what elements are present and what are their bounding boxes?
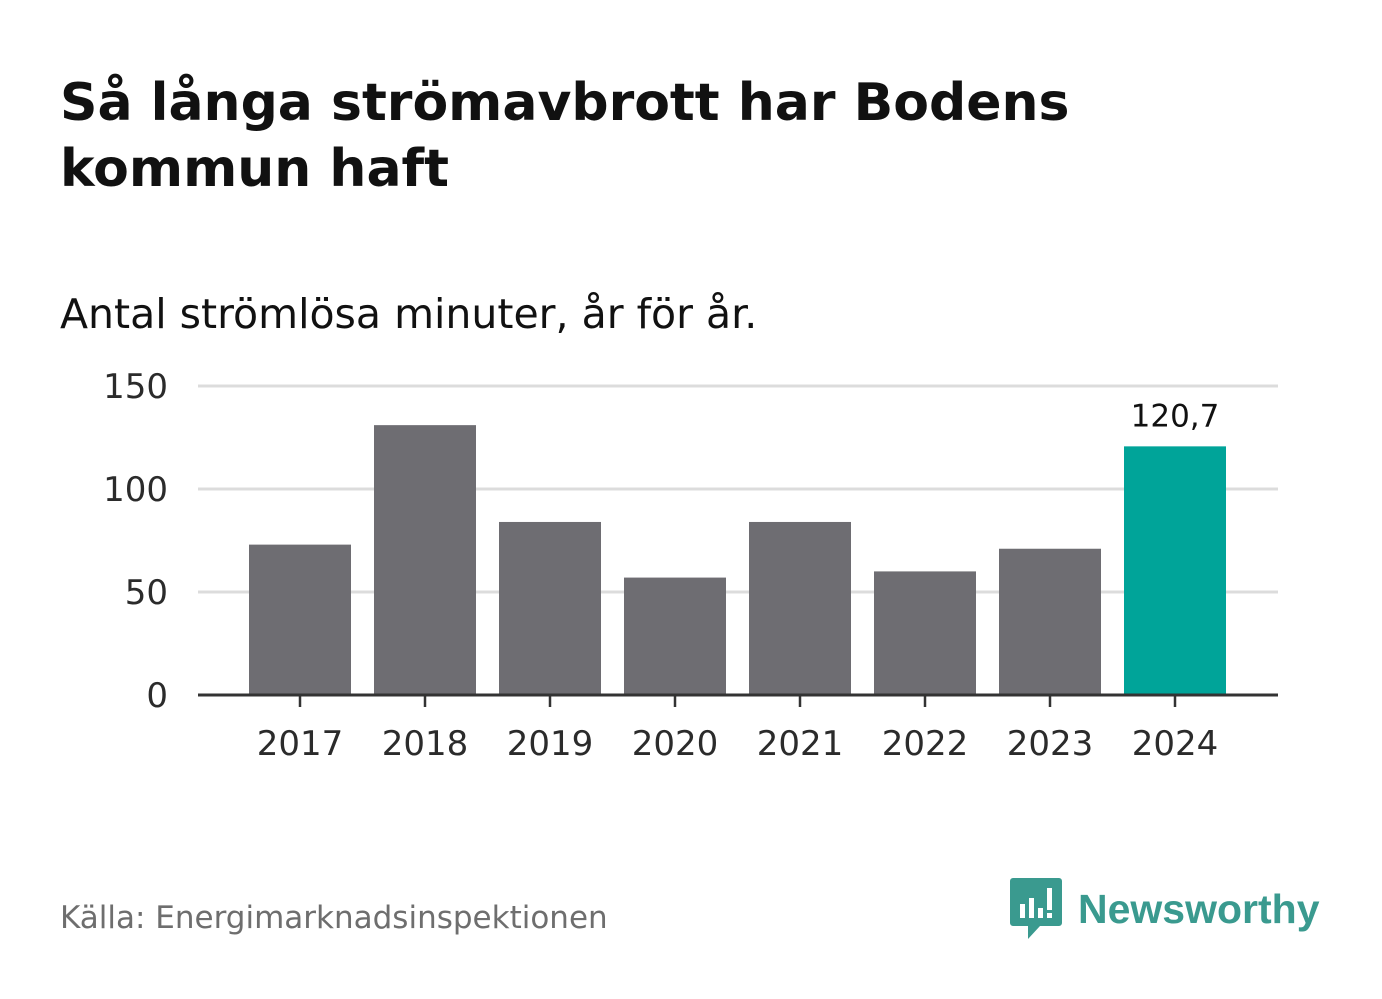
bar-2023 [999, 548, 1101, 695]
y-tick-label: 0 [146, 676, 168, 716]
x-tick-label: 2018 [382, 724, 469, 764]
newsworthy-logo-icon [1010, 878, 1062, 939]
x-tick-label: 2024 [1132, 724, 1219, 764]
y-tick-label: 50 [125, 573, 168, 613]
x-tick-label: 2023 [1007, 724, 1094, 764]
x-tick-label: 2021 [757, 724, 844, 764]
logo-wordmark: Newsworthy [1078, 886, 1320, 932]
chart-title: Så långa strömavbrott har Bodens kommun … [60, 73, 1070, 199]
gridlines [198, 384, 1278, 594]
source-note: Källa: Energimarknadsinspektionen [60, 900, 608, 936]
y-axis-ticks: 0 50 100 150 [103, 367, 168, 716]
bar-2017 [249, 544, 351, 695]
newsworthy-logo: Newsworthy [1010, 878, 1320, 940]
x-axis-ticks: 2017 2018 2019 2020 2021 2022 2023 2024 [257, 695, 1219, 764]
bar-2022 [874, 571, 976, 695]
bar-2021 [749, 521, 851, 695]
x-tick-label: 2020 [632, 724, 719, 764]
chart-subtitle: Antal strömlösa minuter, år för år. [60, 290, 758, 338]
bar-2019 [499, 521, 601, 695]
bar-2020 [624, 577, 726, 695]
x-tick-label: 2019 [507, 724, 594, 764]
bar-2018 [374, 425, 476, 695]
y-tick-label: 150 [103, 367, 168, 407]
data-labels: 120,7 [1131, 398, 1220, 434]
bar-2024 [1124, 446, 1226, 695]
bars [249, 425, 1226, 695]
x-tick-label: 2017 [257, 724, 344, 764]
x-tick-label: 2022 [882, 724, 969, 764]
y-tick-label: 100 [103, 470, 168, 510]
data-label: 120,7 [1131, 398, 1220, 434]
